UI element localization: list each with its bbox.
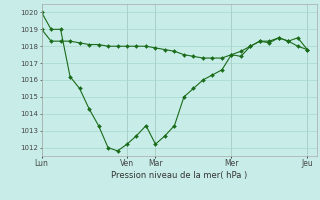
X-axis label: Pression niveau de la mer( hPa ): Pression niveau de la mer( hPa ) [111,171,247,180]
